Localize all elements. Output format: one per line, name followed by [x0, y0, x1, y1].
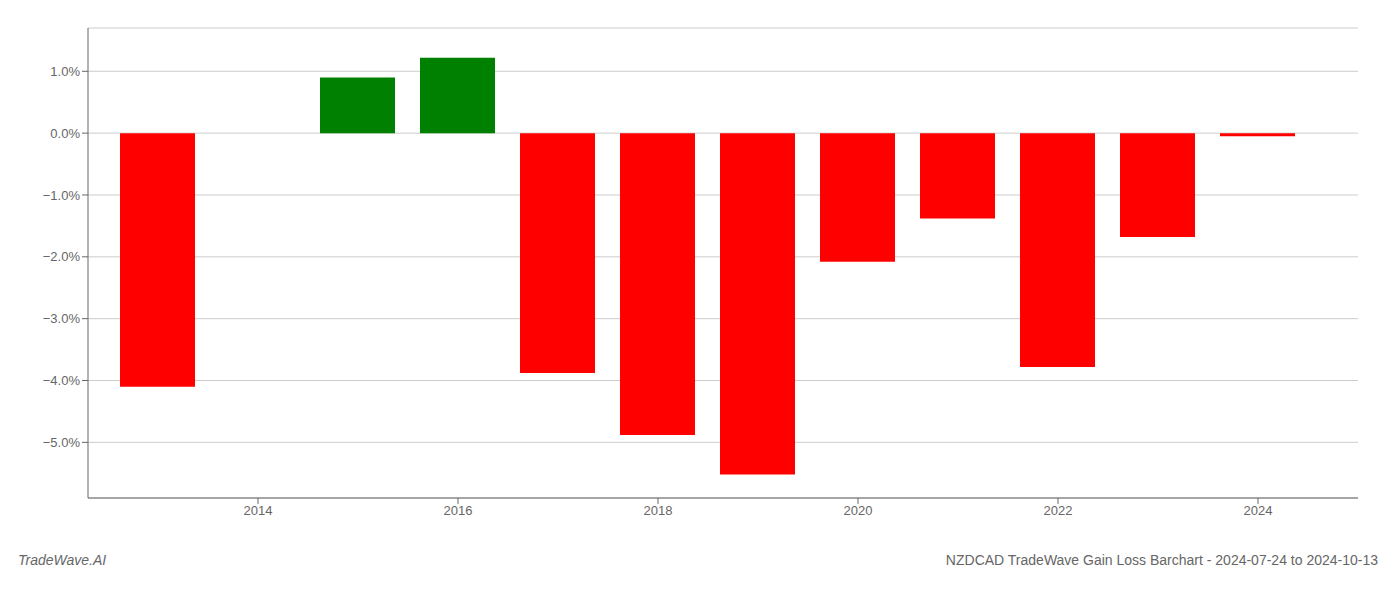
svg-text:−4.0%: −4.0% [43, 373, 81, 388]
svg-text:−5.0%: −5.0% [43, 435, 81, 450]
svg-text:−2.0%: −2.0% [43, 249, 81, 264]
svg-text:0.0%: 0.0% [50, 126, 80, 141]
html-text:NZDCAD TradeWave Gain Loss Bar: NZDCAD TradeWave Gain Loss Barchart - 20… [945, 552, 1378, 568]
html-text:TradeWave.AI: TradeWave.AI [18, 552, 107, 568]
svg-text:2016: 2016 [444, 503, 473, 518]
svg-text:−1.0%: −1.0% [43, 188, 81, 203]
svg-text:2024: 2024 [1244, 503, 1273, 518]
svg-text:2020: 2020 [844, 503, 873, 518]
svg-text:1.0%: 1.0% [50, 64, 80, 79]
svg-text:2018: 2018 [644, 503, 673, 518]
svg-text:2022: 2022 [1044, 503, 1073, 518]
svg-text:−3.0%: −3.0% [43, 311, 81, 326]
svg-text:2014: 2014 [244, 503, 273, 518]
